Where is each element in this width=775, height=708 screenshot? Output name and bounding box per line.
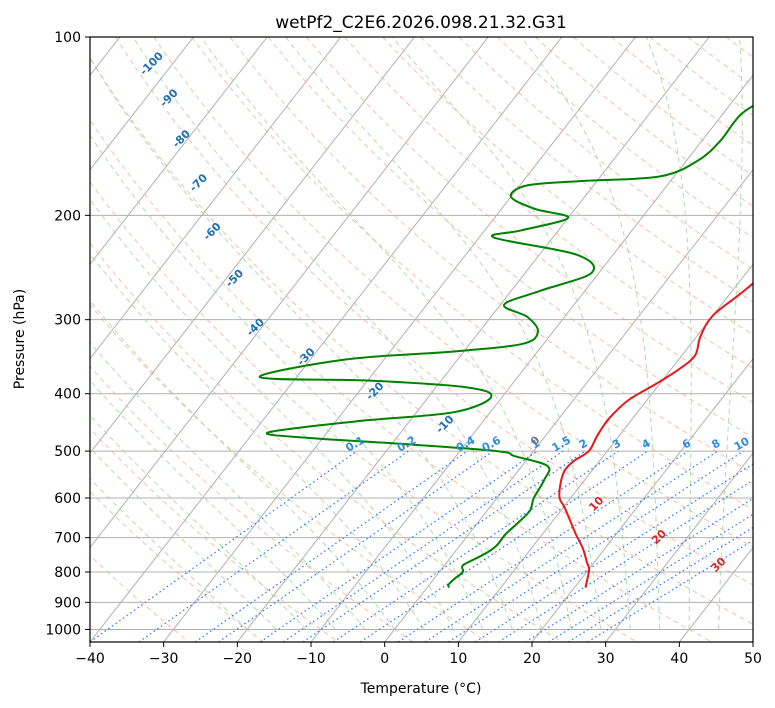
mixing-ratio-line [194, 450, 468, 642]
mixing-ratio-line [498, 479, 753, 642]
moist-adiabat [90, 57, 513, 630]
y-tick-label: 300 [54, 313, 81, 329]
y-tick-label: 400 [54, 387, 81, 403]
dry-adiabat [90, 181, 638, 642]
x-tick-label: 50 [744, 651, 762, 667]
moist-adiabat [132, 37, 543, 630]
isotherm-gridline [384, 168, 753, 642]
y-tick-label: 500 [54, 444, 81, 460]
dry-adiabat [305, 37, 753, 404]
x-axis: −40 −30 −20 −10 0 10 20 30 40 50 [75, 642, 762, 667]
y-tick-label: 900 [54, 595, 81, 611]
isotherm-gridline [90, 37, 563, 642]
isotherm-gridline [90, 37, 268, 266]
dry-adiabat [382, 37, 753, 336]
x-tick-label: 30 [597, 651, 615, 667]
moist-adiabat [285, 37, 602, 630]
chart-title: wetPf2_C2E6.2026.098.21.32.G31 [275, 13, 567, 33]
y-axis-label: Pressure (hPa) [12, 289, 28, 389]
moist-adiabat [200, 37, 572, 630]
profiles [258, 104, 753, 589]
gridlines [90, 37, 753, 642]
isotherm-gridline [90, 37, 342, 360]
mixing-ratio-line [302, 450, 586, 642]
isotherm-gridline [90, 37, 489, 549]
y-tick-label: 700 [54, 531, 81, 547]
moist-adiabat [391, 37, 631, 630]
dry-adiabat [115, 37, 753, 586]
moist-adiabat [90, 414, 307, 630]
isotherm-gridline [531, 357, 753, 642]
y-tick-label: 800 [54, 565, 81, 581]
moist-adiabat [90, 300, 395, 630]
dry-adiabat [496, 37, 753, 239]
isotherm-gridline [90, 37, 194, 171]
moist-adiabat [90, 198, 454, 630]
y-tick-label: 1000 [45, 622, 81, 638]
isotherm-gridline [236, 37, 710, 642]
y-tick-label: 200 [54, 208, 81, 224]
x-tick-label: 0 [380, 651, 389, 667]
y-tick-label: 600 [54, 491, 81, 507]
x-tick-label: −40 [75, 651, 105, 667]
x-tick-label: 40 [670, 651, 688, 667]
dry-adiabat [191, 37, 753, 511]
moist-adiabat [90, 252, 425, 630]
isotherm-gridline [605, 452, 753, 642]
mixing-ratio-line [474, 463, 753, 642]
mixing-ratio-line [138, 450, 409, 642]
dewpoint-profile-line [258, 104, 753, 589]
reference-lines [90, 37, 753, 642]
moist-adiabat [90, 342, 366, 630]
x-tick-label: −10 [296, 651, 326, 667]
mixing-ratio-line [90, 450, 358, 642]
mixing-ratio-line [525, 497, 753, 642]
isotherm-gridline [90, 37, 415, 454]
mixing-ratio-line [333, 450, 619, 642]
dry-adiabat [90, 56, 753, 625]
isotherm-gridline [163, 37, 636, 642]
moist-adiabat [520, 37, 661, 630]
x-tick-label: −30 [149, 651, 179, 667]
x-axis-label: Temperature (°C) [360, 681, 482, 697]
isotherm-gridline [310, 74, 753, 642]
mixing-ratio-line [548, 513, 753, 642]
dry-adiabat [90, 242, 563, 642]
mixing-ratio-line [567, 526, 753, 642]
x-tick-label: 20 [523, 651, 541, 667]
dry-adiabat [267, 37, 753, 438]
dry-adiabat [611, 37, 753, 146]
mixing-ratio-line [259, 450, 538, 642]
y-axis: 100 200 300 400 500 600 700 800 900 1000 [45, 30, 90, 638]
dry-adiabat [90, 119, 712, 642]
y-tick-label: 100 [54, 30, 81, 46]
mixing-ratio-line [397, 450, 689, 642]
dry-adiabat [90, 303, 488, 642]
dry-adiabat [153, 37, 753, 548]
mixing-ratio-line [218, 450, 494, 642]
moist-adiabat [718, 37, 743, 630]
plot-frame [89, 36, 754, 643]
x-tick-label: 10 [449, 651, 467, 667]
temperature-profile-line [558, 281, 753, 588]
isotherm-gridline [457, 263, 753, 642]
mixing-ratio-line [448, 450, 744, 642]
dry-adiabat [420, 37, 753, 303]
moist-adiabat [645, 37, 692, 630]
moist-adiabat [90, 134, 484, 630]
x-tick-label: −20 [223, 651, 253, 667]
